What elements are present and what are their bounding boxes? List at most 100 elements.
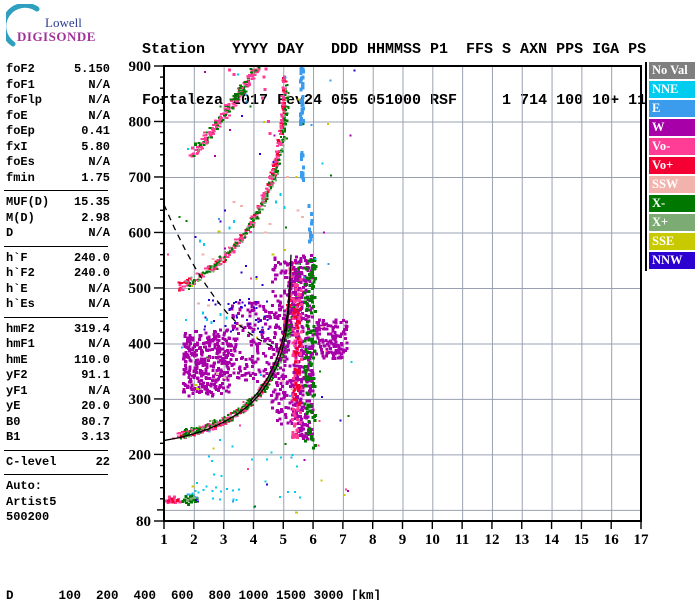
points-sse-sparse [191,230,299,514]
param-label: fmin [6,170,35,185]
param-label: foEp [6,124,35,138]
x-tick-label: 17 [634,532,650,548]
param-row-h-f: h`F 240.0 [6,251,110,267]
trace-F2-O-1hop [172,260,295,440]
x-tick-label: 16 [604,532,620,548]
x-tick-label: 8 [369,532,377,548]
param-value: 0.41 [81,124,110,138]
param-label: foF1 [6,77,35,92]
param-row-h-es: h`Es N/A [6,297,110,313]
y-tick-label: 500 [129,281,152,297]
header-values-row: Fortaleza 2017 Fev24 055 051000 RSF 1 71… [142,92,647,109]
param-label: h`E [6,281,28,296]
param-value: N/A [88,226,110,240]
param-row-b0: B0 80.7 [6,415,110,431]
blob-e-blue-bar-mid [299,150,305,182]
plot-legend: No Val NNE E W Vo- Vo+ SSW X- X+ SSE NNW [645,62,695,271]
param-row-foflp: foFlp N/A [6,93,110,109]
param-value: 20.0 [81,399,110,413]
param-label: MUF(D) [6,195,50,209]
param-value: 319.4 [73,321,110,336]
points-es-green [181,494,199,506]
param-label: foE [6,108,28,123]
legend-item-vo-: Vo- [649,138,695,155]
x-tick-label: 9 [399,532,407,548]
param-value: N/A [88,281,110,296]
points-cyan-mid [198,193,286,324]
points-es-pink [165,495,182,505]
param-row-muf-d: MUF(D) 15.35 [6,195,110,211]
x-tick-label: 12 [484,532,499,548]
x-tick-label: 1 [160,532,168,548]
analysis-lines [165,205,292,441]
param-value: N/A [88,155,110,169]
param-value: 1.75 [81,170,110,185]
param-value: 15.35 [73,195,110,209]
param-label: yF2 [6,368,28,382]
param-row-ye: yE 20.0 [6,399,110,415]
x-tick-label: 2 [190,532,198,548]
y-tick-label: 700 [129,170,152,186]
param-label: C-level [6,454,57,469]
y-tick-label: 80 [136,514,151,530]
param-value: N/A [88,337,110,351]
param-row-m-d: M(D) 2.98 [6,211,110,227]
param-row-fof2: foF2 5.150 [6,62,110,78]
panel-divider [4,190,108,191]
points-es-xplus [185,496,196,502]
panel-divider [4,474,108,475]
blob-band-pink [290,277,304,440]
muf-transmission-curve [165,205,278,349]
header-table: Station YYYY DAY DDD HHMMSS P1 FFS S AXN… [142,7,646,143]
param-row-h-e: h`E N/A [6,282,110,298]
trace-F2-X-1hop [180,260,302,440]
param-label: M(D) [6,210,35,225]
blob-nnw-speckle [203,298,270,334]
param-value: 22 [95,454,110,469]
param-row-fmin: fmin 1.75 [6,171,110,187]
points-es-red [167,497,179,504]
param-row-foep: foEp 0.41 [6,124,110,140]
param-row-foes: foEs N/A [6,155,110,171]
y-tick-label: 300 [129,392,152,408]
footer-block: D 100 200 400 600 800 1000 1500 3000 [km… [6,553,683,600]
param-row-foe: foE N/A [6,109,110,125]
param-row-yf2: yF2 91.1 [6,368,110,384]
blob-spreadF-left [182,328,231,398]
param-value: N/A [88,108,110,123]
legend-item-w: W [649,119,695,136]
param-row-d: D N/A [6,226,110,242]
param-row-yf1: yF1 N/A [6,384,110,400]
points-es-blue [186,493,199,499]
param-label: foFlp [6,93,43,107]
legend-item-x+: X+ [649,214,695,231]
x-tick-label: 14 [544,532,560,548]
param-label: hmF1 [6,337,35,351]
param-value: 110.0 [73,352,110,367]
logo-text-lowell: Lowell [45,15,82,30]
legend-item-e: E [649,100,695,117]
param-value: 240.0 [73,266,110,280]
blob-cyan-bottom [196,445,299,509]
x-tick-label: 4 [250,532,258,548]
param-label: D [6,226,14,240]
param-row-fof1: foF1 N/A [6,78,110,94]
x-tick-label: 10 [425,532,440,548]
x-tick-label: 13 [514,532,529,548]
param-value: 91.1 [81,368,110,382]
param-row-hme: hmE 110.0 [6,353,110,369]
y-tick-label: 400 [129,336,152,352]
legend-item-nne: NNE [649,81,695,98]
param-label: hmF2 [6,321,35,336]
param-row-fxi: fxI 5.80 [6,140,110,156]
legend-item-sse: SSE [649,233,695,250]
param-row-h-f2: h`F2 240.0 [6,266,110,282]
blob-spreadF-band2 [293,254,315,441]
x-tick-label: 15 [574,532,589,548]
legend-item-noval: No Val [649,62,695,79]
param-row-hmf1: hmF1 N/A [6,337,110,353]
param-row-hmf2: hmF2 319.4 [6,322,110,338]
param-value: 5.80 [81,139,110,154]
x-tick-label: 5 [280,532,288,548]
